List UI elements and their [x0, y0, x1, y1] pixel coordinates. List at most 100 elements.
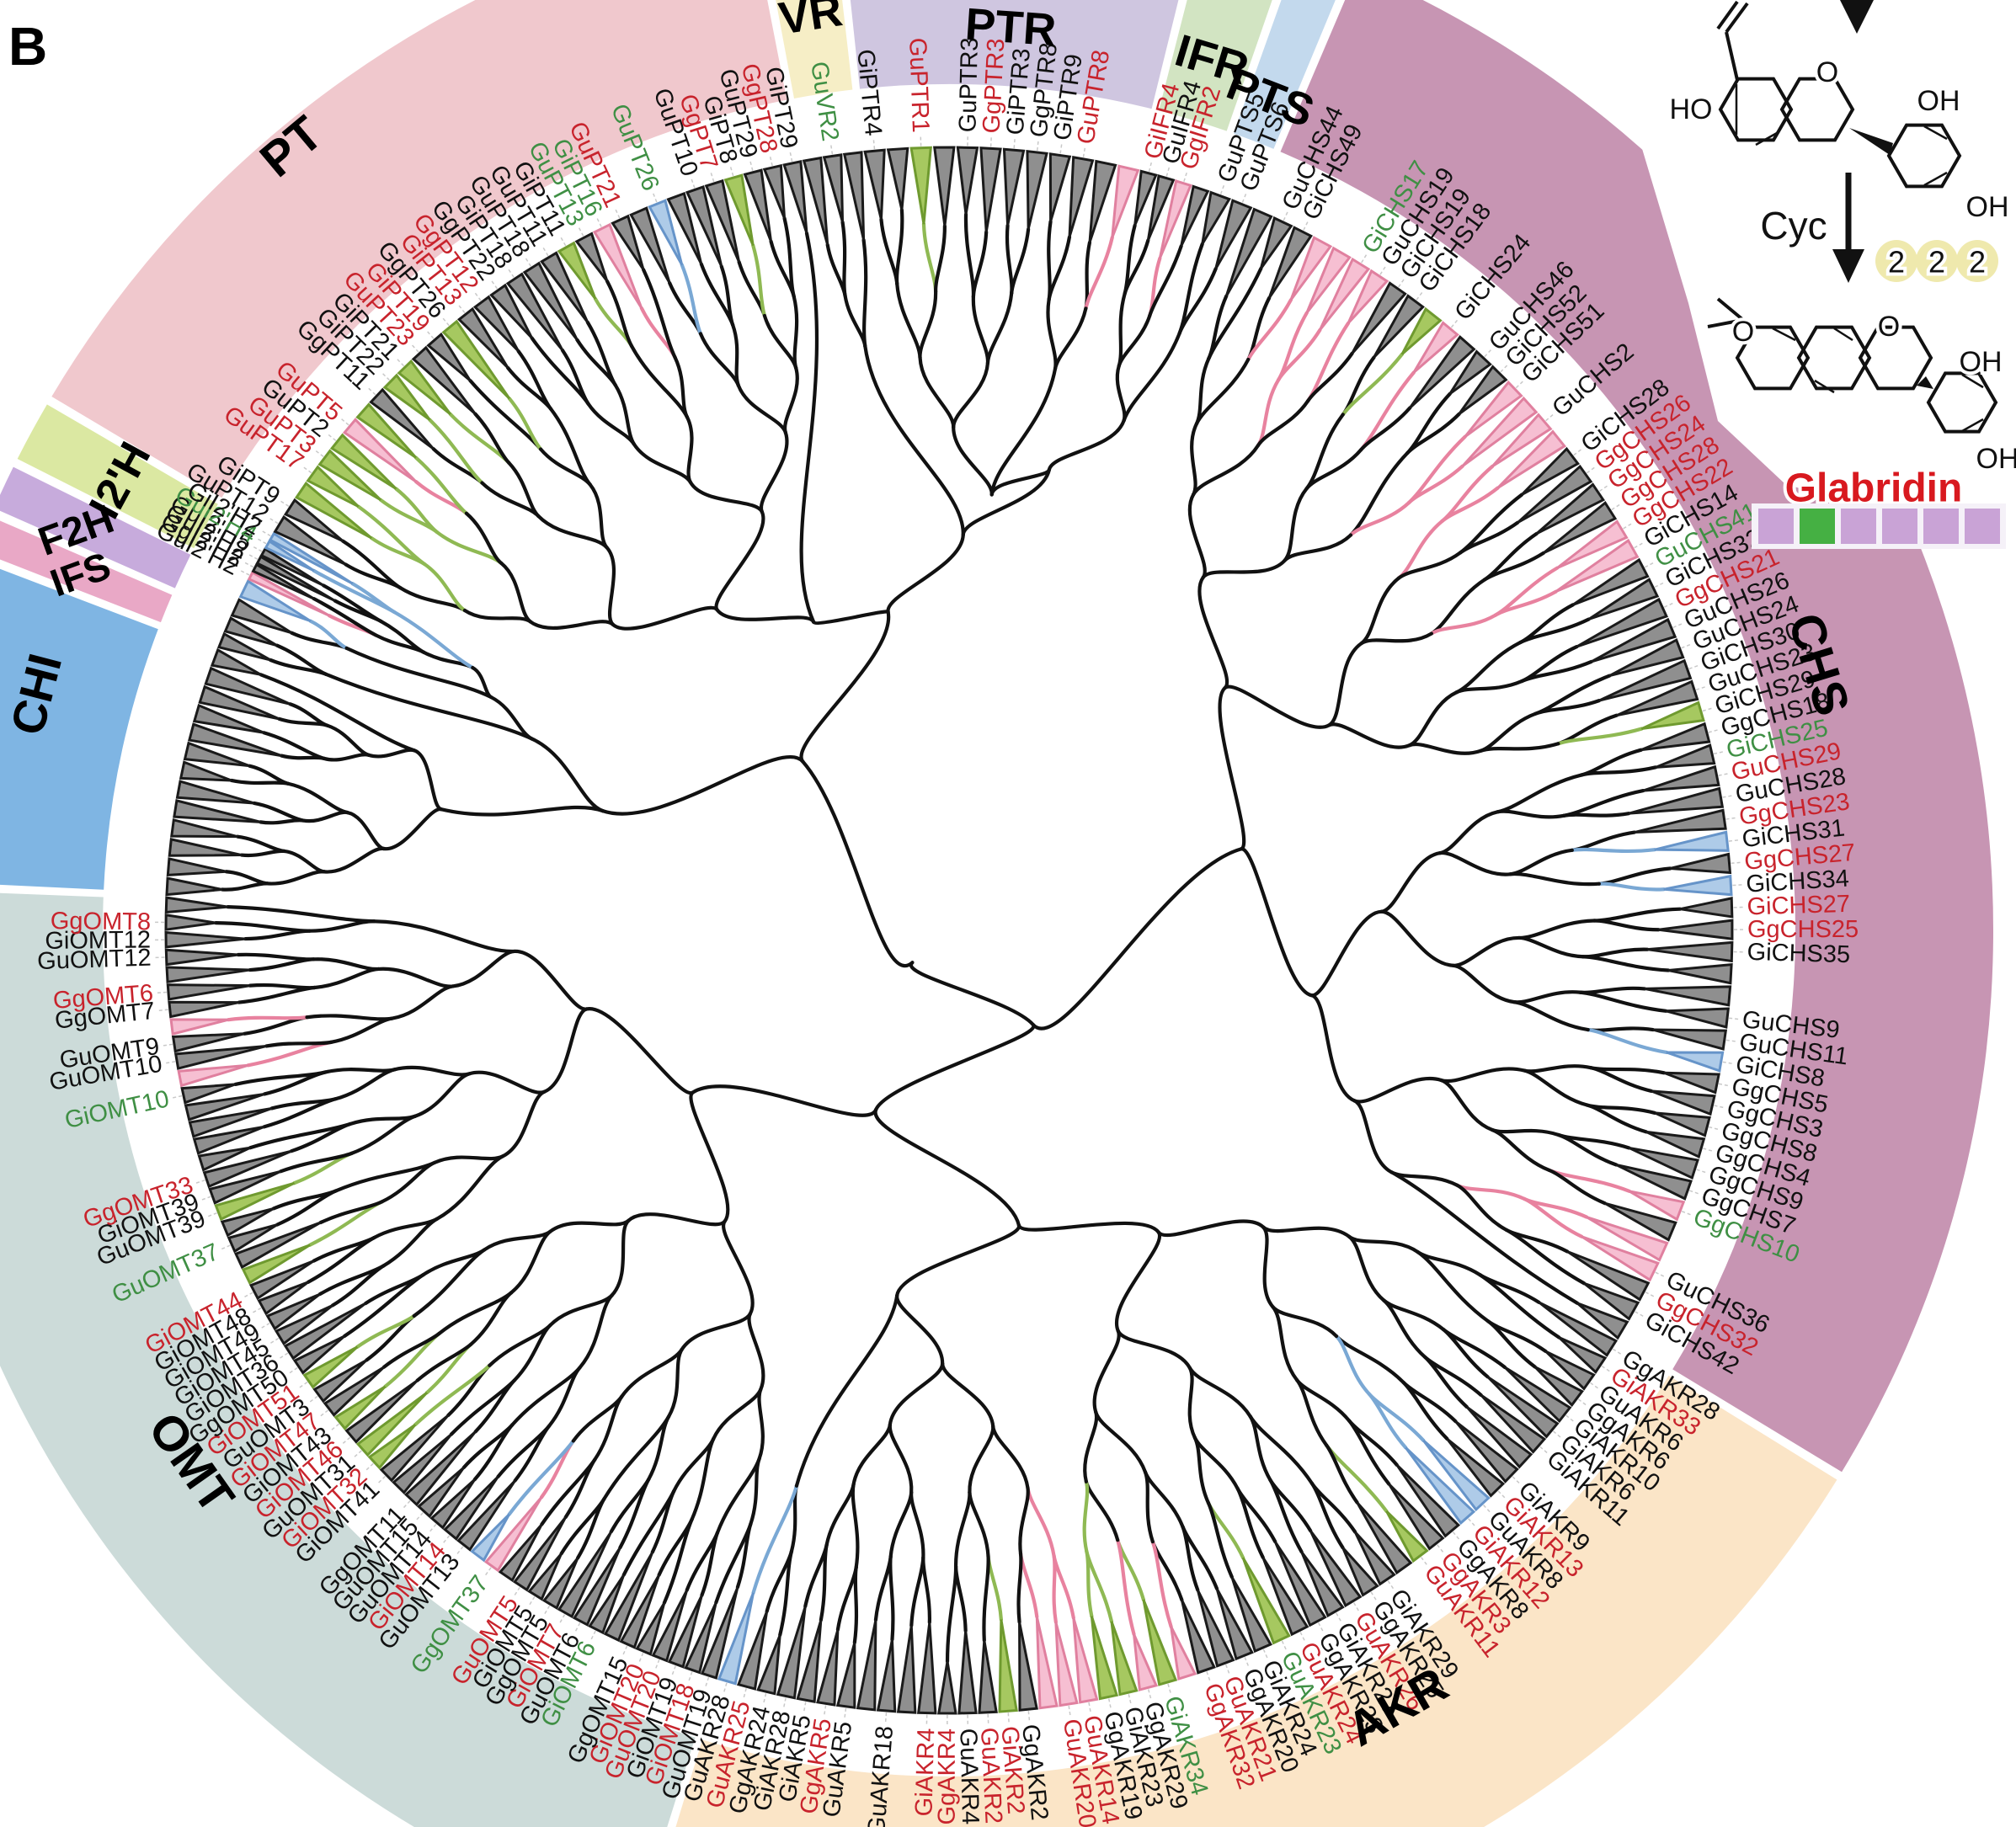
branch	[1324, 1443, 1359, 1505]
clade-triangle	[1465, 1405, 1533, 1469]
clade-triangle	[1651, 1089, 1716, 1116]
tip-tick	[1539, 1446, 1549, 1454]
clade-triangle	[204, 666, 291, 706]
tip-tick	[1577, 1398, 1587, 1406]
clade-triangle	[1655, 743, 1716, 769]
branch	[1522, 1196, 1589, 1219]
branch	[840, 220, 847, 298]
step-circle	[1956, 240, 1998, 282]
branch	[259, 818, 306, 825]
clade-triangle	[247, 570, 330, 617]
branch	[894, 208, 904, 286]
branch	[1359, 631, 1433, 646]
branch	[509, 1229, 552, 1295]
branch	[1522, 1064, 1593, 1073]
branch	[248, 957, 316, 972]
tip-tick	[253, 546, 263, 552]
clade-triangle	[522, 261, 579, 341]
branch	[1407, 690, 1459, 748]
tip-tick	[1013, 138, 1016, 149]
branch	[1348, 501, 1411, 537]
clade-triangle	[1556, 519, 1629, 569]
clade-triangle	[1446, 1437, 1506, 1498]
branch	[1547, 1168, 1607, 1206]
branch	[374, 633, 426, 654]
tip-tick	[156, 991, 167, 994]
clade-triangle	[527, 1553, 563, 1601]
branch	[673, 355, 690, 419]
bond	[1707, 318, 1744, 328]
branch	[1327, 722, 1411, 749]
tip-tick	[172, 1095, 183, 1099]
tip-tick	[1027, 1711, 1031, 1722]
clade-triangle	[1458, 365, 1508, 415]
branch	[394, 487, 439, 534]
branch	[1046, 297, 1058, 371]
clade-triangle	[1581, 1235, 1660, 1282]
clade-triangle	[342, 418, 418, 483]
clade-triangle	[1535, 482, 1606, 535]
clade-triangle	[333, 1385, 387, 1431]
clade-triangle	[1133, 169, 1158, 226]
tip-label: GgOMT8	[51, 908, 152, 935]
clade-triangle	[184, 1092, 265, 1121]
bond	[1716, 297, 1745, 322]
branch	[1271, 1305, 1299, 1382]
clade-triangle	[411, 345, 477, 415]
branch	[372, 919, 517, 954]
tip-tick	[288, 1366, 298, 1374]
clade-triangle	[592, 222, 643, 309]
clade-triangle	[1230, 1576, 1272, 1654]
branch	[588, 482, 609, 550]
branch	[1218, 685, 1246, 851]
branch	[986, 1553, 1003, 1622]
clade-triangle	[863, 148, 886, 220]
panel-letter: B	[8, 16, 48, 77]
branch	[542, 1007, 589, 1094]
clade-triangle	[1663, 1071, 1720, 1095]
branch	[439, 805, 605, 817]
clade-triangle	[1351, 281, 1407, 354]
tip-tick	[743, 1688, 747, 1699]
tip-tick	[789, 151, 793, 162]
branch	[376, 967, 455, 988]
tip-label: GiCHS35	[1747, 939, 1850, 968]
clade-triangle	[1640, 700, 1705, 731]
clade-triangle	[896, 1625, 917, 1714]
branch	[1429, 613, 1497, 636]
clade-triangle	[1566, 1250, 1651, 1302]
bond	[1716, 0, 1739, 30]
clade-triangle	[666, 191, 703, 265]
branch	[629, 344, 690, 419]
branch	[366, 748, 417, 759]
branch	[344, 646, 493, 700]
branch	[1201, 558, 1287, 579]
branch	[610, 1218, 631, 1297]
branch	[1517, 935, 1585, 959]
branch	[548, 1218, 631, 1233]
branch	[641, 268, 677, 360]
clade-triangle	[886, 146, 909, 210]
motif-squares	[1752, 503, 2006, 549]
branch	[437, 1291, 514, 1335]
branch	[1150, 1540, 1173, 1629]
branch	[547, 1366, 582, 1428]
branch	[1261, 1225, 1275, 1309]
tip-tick	[1645, 1292, 1656, 1297]
clade-triangle	[1647, 940, 1734, 963]
branch	[759, 430, 789, 514]
branch	[1047, 418, 1126, 471]
tip-tick	[872, 139, 876, 150]
branch	[1437, 810, 1500, 855]
clade-triangle	[175, 780, 255, 805]
clade-triangle	[540, 251, 589, 323]
branch	[1352, 1099, 1394, 1174]
branch	[680, 263, 703, 336]
tip-tick	[1655, 1271, 1665, 1278]
clade-triangle	[1576, 1302, 1629, 1340]
branch	[1122, 331, 1181, 423]
clade-triangle	[574, 232, 609, 282]
branch	[1194, 357, 1251, 426]
clade-triangle	[1158, 179, 1192, 259]
